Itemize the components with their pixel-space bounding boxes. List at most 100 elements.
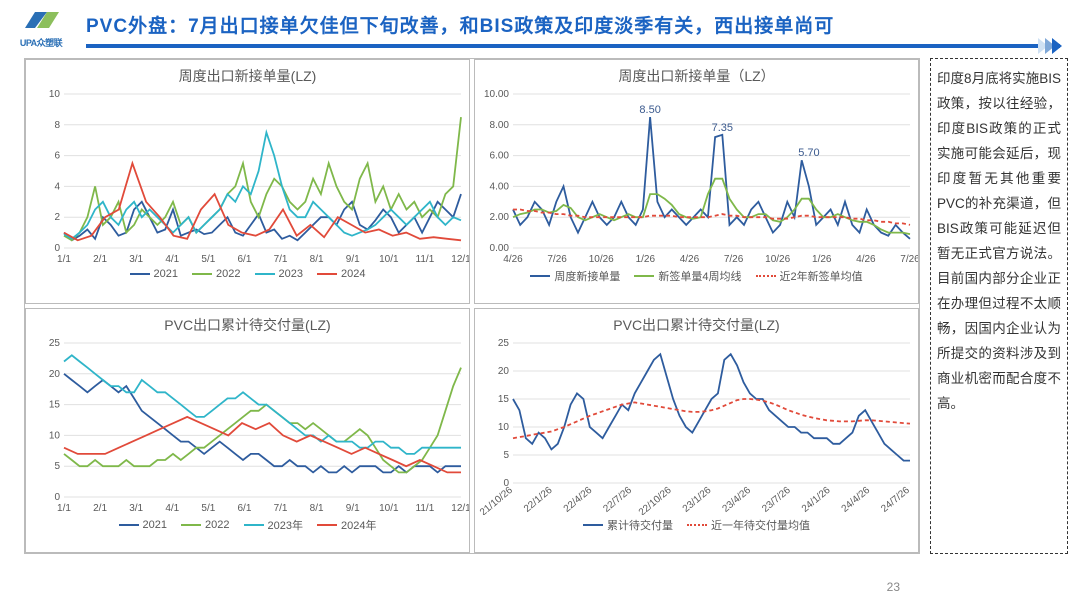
legend-item: 2023 <box>255 268 303 280</box>
svg-text:3/1: 3/1 <box>129 254 143 265</box>
svg-text:25: 25 <box>49 338 61 349</box>
svg-text:2: 2 <box>54 212 60 223</box>
legend-item: 2024年 <box>317 517 376 533</box>
legend-item: 累计待交付量 <box>583 517 673 533</box>
chevron-right-icon <box>1041 38 1062 54</box>
chart-title: 周度出口新接单量(LZ) <box>26 60 469 88</box>
svg-text:5: 5 <box>503 450 509 461</box>
svg-text:15: 15 <box>49 400 61 411</box>
svg-text:4.00: 4.00 <box>490 181 510 192</box>
svg-text:6: 6 <box>54 151 60 162</box>
svg-text:3/1: 3/1 <box>129 503 143 514</box>
legend-item: 周度新接单量 <box>530 268 620 284</box>
svg-text:10: 10 <box>49 430 61 441</box>
svg-text:4/26: 4/26 <box>680 254 700 265</box>
svg-text:8: 8 <box>54 120 60 131</box>
svg-text:22/1/26: 22/1/26 <box>522 485 555 515</box>
svg-text:6/1: 6/1 <box>238 503 252 514</box>
svg-text:5.70: 5.70 <box>798 147 819 159</box>
svg-text:7/26: 7/26 <box>724 254 744 265</box>
svg-text:9/1: 9/1 <box>346 254 360 265</box>
svg-text:0: 0 <box>54 492 60 503</box>
page-title: PVC外盘：7月出口接单欠佳但下旬改善，和BIS政策及印度淡季有关，西出接单尚可 <box>86 11 1060 38</box>
svg-text:1/1: 1/1 <box>57 503 71 514</box>
svg-text:0.00: 0.00 <box>490 243 510 254</box>
legend-item: 近2年新签单均值 <box>756 268 863 284</box>
svg-text:24/1/26: 24/1/26 <box>800 485 833 515</box>
svg-text:20: 20 <box>498 366 510 377</box>
svg-text:0: 0 <box>54 243 60 254</box>
svg-text:12/1: 12/1 <box>451 254 469 265</box>
legend-item: 近一年待交付量均值 <box>687 517 810 533</box>
chart-top-right: 周度出口新接单量（LZ） 0.00 2.00 4.00 6.00 8.00 10.00 4/… <box>474 59 919 304</box>
svg-text:6/1: 6/1 <box>238 254 252 265</box>
logo-text: UPA众塑联 <box>20 36 62 49</box>
svg-text:11/1: 11/1 <box>416 503 435 514</box>
svg-text:1/1: 1/1 <box>57 254 71 265</box>
svg-text:21/10/26: 21/10/26 <box>478 485 515 515</box>
svg-text:12/1: 12/1 <box>451 503 469 514</box>
svg-text:8.00: 8.00 <box>490 120 510 131</box>
svg-text:23/4/26: 23/4/26 <box>720 485 753 515</box>
side-text: 印度8月底将实施BIS政策，按以往经验，印度BIS政策的正式实施可能会延后，现印… <box>937 67 1061 417</box>
svg-text:7.35: 7.35 <box>712 122 733 134</box>
chart-top-left: 周度出口新接单量(LZ) 0 2 4 6 8 10 1/1 2/1 3/1 4/1 5/1 6/1 7/… <box>25 59 470 304</box>
svg-text:4/26: 4/26 <box>503 254 523 265</box>
svg-text:4/26: 4/26 <box>856 254 876 265</box>
svg-text:15: 15 <box>498 394 510 405</box>
svg-text:10/1: 10/1 <box>379 254 399 265</box>
chart-legend: 202120222023年2024年 <box>26 515 469 537</box>
chart-bottom-right: PVC出口累计待交付量(LZ) 051015202521/10/2622/1/2… <box>474 308 919 553</box>
chart-title: 周度出口新接单量（LZ） <box>475 60 918 88</box>
chart-legend: 2021 2022 2023 2024 <box>26 266 469 284</box>
svg-text:10: 10 <box>49 89 61 100</box>
svg-text:8/1: 8/1 <box>310 254 324 265</box>
svg-text:7/26: 7/26 <box>900 254 918 265</box>
svg-text:10: 10 <box>498 422 510 433</box>
svg-text:23/1/26: 23/1/26 <box>681 485 714 515</box>
svg-text:1/26: 1/26 <box>636 254 656 265</box>
charts-grid: 周度出口新接单量(LZ) 0 2 4 6 8 10 1/1 2/1 3/1 4/1 5/1 6/1 7/… <box>24 58 920 554</box>
legend-item: 2021 <box>130 268 178 280</box>
svg-text:20: 20 <box>49 369 61 380</box>
svg-text:11/1: 11/1 <box>416 254 435 265</box>
legend-item: 2022 <box>192 268 240 280</box>
svg-text:10/1: 10/1 <box>379 503 399 514</box>
svg-text:5: 5 <box>54 461 60 472</box>
svg-text:24/4/26: 24/4/26 <box>840 485 873 515</box>
chart-legend: 周度新接单量新签单量4周均线近2年新签单均值 <box>475 266 918 288</box>
svg-text:7/26: 7/26 <box>547 254 567 265</box>
svg-text:22/7/26: 22/7/26 <box>601 485 634 515</box>
svg-text:2/1: 2/1 <box>93 254 107 265</box>
legend-item: 2024 <box>317 268 365 280</box>
svg-text:6.00: 6.00 <box>490 151 510 162</box>
svg-text:2/1: 2/1 <box>93 503 107 514</box>
svg-text:2.00: 2.00 <box>490 212 510 223</box>
svg-text:4: 4 <box>54 181 60 192</box>
svg-text:8.50: 8.50 <box>639 104 660 116</box>
svg-text:22/4/26: 22/4/26 <box>562 485 595 515</box>
svg-text:10/26: 10/26 <box>765 254 790 265</box>
svg-text:5/1: 5/1 <box>201 503 215 514</box>
svg-text:4/1: 4/1 <box>165 503 179 514</box>
logo: UPA众塑联 <box>10 8 72 50</box>
svg-text:4/1: 4/1 <box>165 254 179 265</box>
chart-legend: 累计待交付量近一年待交付量均值 <box>475 515 918 537</box>
legend-item: 2021 <box>119 517 167 533</box>
chart-title: PVC出口累计待交付量(LZ) <box>26 309 469 337</box>
svg-text:22/10/26: 22/10/26 <box>637 485 674 515</box>
svg-text:8/1: 8/1 <box>310 503 324 514</box>
svg-text:10.00: 10.00 <box>484 89 509 100</box>
side-commentary: 印度8月底将实施BIS政策，按以往经验，印度BIS政策的正式实施可能会延后，现印… <box>930 58 1068 554</box>
page-number: 23 <box>887 580 900 594</box>
header: UPA众塑联 PVC外盘：7月出口接单欠佳但下旬改善，和BIS政策及印度淡季有关… <box>0 0 1080 50</box>
chart-bottom-left: PVC出口累计待交付量(LZ) 0 5 10 15 20 25 1/1 2/1 3/1 4/1 5/… <box>25 308 470 553</box>
legend-item: 新签单量4周均线 <box>634 268 741 284</box>
legend-item: 2022 <box>181 517 229 533</box>
svg-text:24/7/26: 24/7/26 <box>879 485 912 515</box>
svg-text:5/1: 5/1 <box>201 254 215 265</box>
title-bar: PVC外盘：7月出口接单欠佳但下旬改善，和BIS政策及印度淡季有关，西出接单尚可 <box>86 11 1060 48</box>
svg-text:7/1: 7/1 <box>274 254 288 265</box>
svg-text:9/1: 9/1 <box>346 503 360 514</box>
chart-title: PVC出口累计待交付量(LZ) <box>475 309 918 337</box>
